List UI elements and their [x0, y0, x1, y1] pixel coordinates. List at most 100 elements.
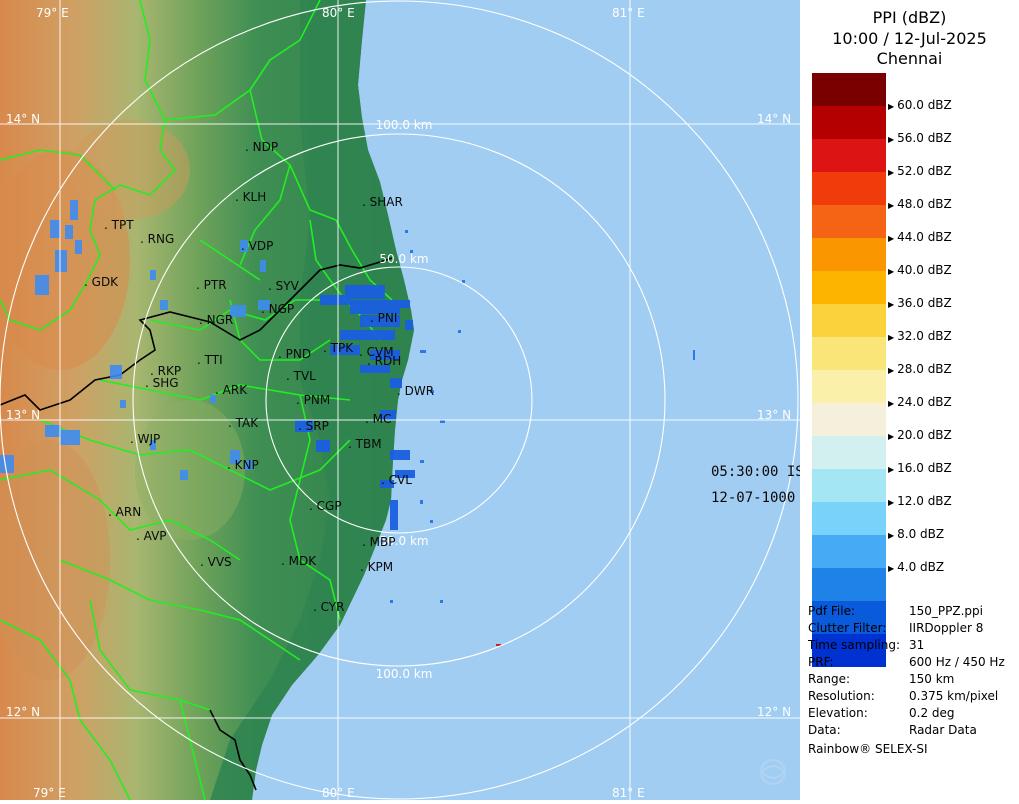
scale-swatch: [812, 568, 886, 601]
station-dwr: . DWR: [397, 384, 434, 398]
station-rkp: . RKP: [150, 364, 181, 378]
lat-label-12-left: 12° N: [6, 705, 40, 719]
info-key: Pdf File:: [808, 604, 856, 618]
ring-labels: 100.0 km 50.0 km 50.0 km 100.0 km: [376, 118, 433, 681]
scale-swatch: [812, 535, 886, 568]
scale-label: ▶ 12.0 dBZ: [888, 494, 952, 508]
scale-swatch: [812, 502, 886, 535]
scale-label: ▶ 32.0 dBZ: [888, 329, 952, 343]
lat-label-12-right: 12° N: [757, 705, 791, 719]
scale-tick-icon: ▶: [888, 531, 895, 540]
info-value: IIRDoppler 8: [909, 621, 984, 635]
lon-label-80-top: 80° E: [322, 6, 355, 20]
scale-tick-icon: ▶: [888, 498, 895, 507]
info-row: Clutter Filter: IIRDoppler 8: [808, 621, 1018, 637]
echo-cells-west: [0, 200, 270, 480]
station-shar: . SHAR: [362, 195, 403, 209]
info-key: Time sampling:: [808, 638, 901, 652]
station-vvs: . VVS: [200, 555, 232, 569]
lat-label-14-left: 14° N: [6, 112, 40, 126]
scale-label: ▶ 36.0 dBZ: [888, 296, 952, 310]
station-vdp: . VDP: [241, 239, 273, 253]
lat-label-13-right: 13° N: [757, 408, 791, 422]
station-srp: . SRP: [298, 419, 329, 433]
info-row: PRF: 600 Hz / 450 Hz: [808, 655, 1018, 671]
range-rings: [0, 0, 799, 800]
station-knp: . KNP: [227, 458, 259, 472]
scale-label: ▶ 40.0 dBZ: [888, 263, 952, 277]
date-code: 12-07-1000: [711, 490, 795, 506]
info-row: Range: 150 km: [808, 672, 1018, 688]
ring-label-50-south: 50.0 km: [379, 534, 428, 548]
lon-label-80-bottom: 80° E: [322, 786, 355, 800]
software-credit: Rainbow® SELEX-SI: [808, 742, 928, 756]
station-tti: . TTI: [197, 353, 223, 367]
station-gdk: . GDK: [84, 275, 119, 289]
lon-label-79-top: 79° E: [36, 6, 69, 20]
product-title: PPI (dBZ): [872, 8, 947, 27]
scale-label: ▶ 48.0 dBZ: [888, 197, 952, 211]
info-value: 600 Hz / 450 Hz: [909, 655, 1005, 669]
echo-red-dot: [496, 644, 501, 646]
info-row: Time sampling: 31: [808, 638, 1018, 654]
scale-tick-icon: ▶: [888, 234, 895, 243]
station-mbp: . MBP: [362, 535, 395, 549]
echo-cells-coast: [295, 285, 415, 530]
station-syv: . SYV: [268, 279, 300, 293]
scale-tick-icon: ▶: [888, 366, 895, 375]
station-rng: . RNG: [140, 232, 174, 246]
station-arn: . ARN: [108, 505, 141, 519]
lat-label-14-right: 14° N: [757, 112, 791, 126]
product-datetime: 10:00 / 12-Jul-2025: [832, 29, 987, 48]
station-cgp: . CGP: [309, 499, 342, 513]
scale-label: ▶ 4.0 dBZ: [888, 560, 945, 574]
graticule-labels: 79° E 80° E 81° E 79° E 80° E 81° E 14° …: [6, 6, 791, 800]
station-tbm: . TBM: [348, 437, 382, 451]
scale-label: ▶ 60.0 dBZ: [888, 98, 952, 112]
scale-tick-icon: ▶: [888, 432, 895, 441]
info-row: Pdf File: 150_PPZ.ppi: [808, 604, 1018, 620]
legend-panel: PPI (dBZ) 10:00 / 12-Jul-2025 Chennai ▶ 6…: [800, 0, 1019, 800]
station-cyr: . CYR: [313, 600, 344, 614]
radar-map: 100.0 km 50.0 km 50.0 km 100.0 km 79° E …: [0, 0, 813, 801]
info-row: Data: Radar Data: [808, 723, 1018, 739]
info-key: PRF:: [808, 655, 834, 669]
station-name: Chennai: [876, 49, 943, 68]
lon-label-81-bottom: 81° E: [612, 786, 645, 800]
scale-tick-icon: ▶: [888, 102, 895, 111]
station-rdh: . RDH: [367, 354, 401, 368]
scale-label: ▶ 16.0 dBZ: [888, 461, 952, 475]
scale-tick-icon: ▶: [888, 564, 895, 573]
station-klh: . KLH: [235, 190, 266, 204]
watermark-logo: [760, 759, 786, 785]
scale-swatch: [812, 469, 886, 502]
scale-label: ▶ 28.0 dBZ: [888, 362, 952, 376]
info-key: Clutter Filter:: [808, 621, 887, 635]
state-borders: [0, 257, 393, 791]
scale-tick-icon: ▶: [888, 135, 895, 144]
lat-label-13-left: 13° N: [6, 408, 40, 422]
scale-tick-icon: ▶: [888, 168, 895, 177]
scale-label: ▶ 52.0 dBZ: [888, 164, 952, 178]
station-tpk: . TPK: [323, 341, 354, 355]
echo-cells-sea: [390, 230, 695, 603]
scale-swatch: [812, 106, 886, 139]
station-ndp: . NDP: [245, 140, 278, 154]
station-wjp: . WJP: [130, 432, 160, 446]
station-pnd: . PND: [278, 347, 311, 361]
hill-patch: [0, 440, 110, 680]
station-ark: . ARK: [215, 383, 248, 397]
scale-swatch: [812, 73, 886, 106]
scale-swatch: [812, 601, 886, 634]
time-ist: 05:30:00 IST: [711, 464, 800, 480]
scale-label: ▶ 8.0 dBZ: [888, 527, 945, 541]
station-ngp: . NGP: [261, 302, 294, 316]
scale-swatch: [812, 634, 886, 667]
info-key: Resolution:: [808, 689, 875, 703]
station-mdk: . MDK: [281, 554, 317, 568]
scale-swatch: [812, 436, 886, 469]
lon-label-79-bottom: 79° E: [33, 786, 66, 800]
district-borders: [0, 0, 393, 801]
info-value: Radar Data: [909, 723, 977, 737]
station-avp: . AVP: [136, 529, 167, 543]
